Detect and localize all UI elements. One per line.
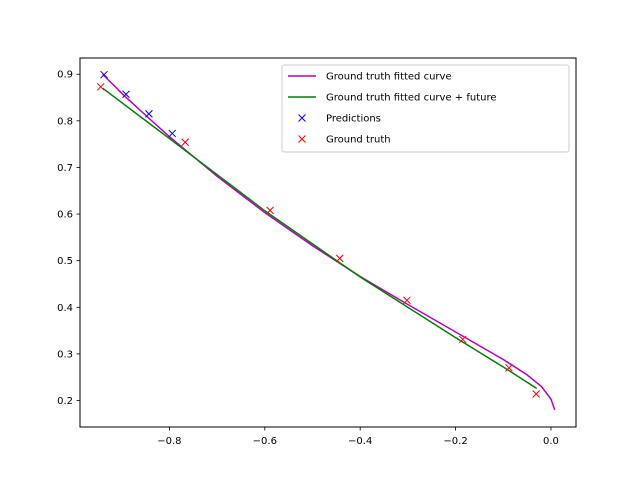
marker-ground-truth-0 [96, 82, 105, 91]
marker-predictions-1 [122, 90, 130, 99]
legend-item-ground-truth-fitted-curve-future: Ground truth fitted curve + future [288, 93, 497, 104]
legend-item-ground-truth-fitted-curve: Ground truth fitted curve [288, 72, 452, 83]
marker-ground-truth-3 [335, 254, 344, 263]
y-tick-label: 0.3 [57, 349, 73, 360]
legend-label: Ground truth fitted curve [326, 72, 452, 83]
marker-ground-truth-1 [181, 138, 190, 147]
series-line-ground-truth-fitted-curve-future [102, 87, 538, 390]
marker-ground-truth-4 [403, 296, 411, 305]
legend-box [281, 64, 570, 153]
legend-marker-swatch [298, 135, 306, 143]
x-axis: −0.8 −0.6 −0.4 −0.2 0.0 [157, 427, 559, 447]
x-tick-label: −0.6 [253, 436, 277, 447]
legend-marker-swatch [298, 114, 306, 122]
y-tick-label: 0.4 [57, 303, 73, 314]
marker-ground-truth-7 [532, 390, 541, 398]
marker-predictions-0 [100, 70, 108, 79]
y-tick-label: 0.8 [57, 116, 73, 127]
marker-predictions-3 [168, 129, 177, 138]
legend-item-ground-truth: Ground truth [298, 135, 391, 146]
x-tick-label: −0.2 [443, 436, 467, 447]
y-axis: 0.2 0.3 0.4 0.5 0.6 0.7 0.8 0.9 [57, 70, 80, 407]
marker-predictions-2 [145, 109, 153, 118]
plot-lines [102, 73, 556, 411]
plot-markers [96, 70, 541, 398]
y-tick-label: 0.6 [57, 210, 73, 221]
legend-label: Ground truth [326, 135, 391, 146]
legend-item-predictions: Predictions [298, 114, 381, 125]
marker-ground-truth-2 [266, 206, 274, 215]
x-tick-label: −0.4 [348, 436, 372, 447]
y-tick-label: 0.9 [57, 70, 73, 81]
y-tick-label: 0.7 [57, 163, 73, 174]
marker-ground-truth-5 [458, 335, 467, 344]
legend-label: Predictions [326, 114, 381, 125]
legend-label: Ground truth fitted curve + future [326, 93, 497, 104]
axes-frame [79, 57, 577, 428]
x-tick-label: −0.8 [157, 436, 181, 447]
x-tick-label: 0.0 [543, 436, 559, 447]
legend: Ground truth fitted curve Ground truth fi… [281, 64, 570, 153]
y-tick-label: 0.5 [57, 256, 73, 267]
marker-ground-truth-6 [505, 364, 513, 372]
y-tick-label: 0.2 [57, 396, 73, 407]
